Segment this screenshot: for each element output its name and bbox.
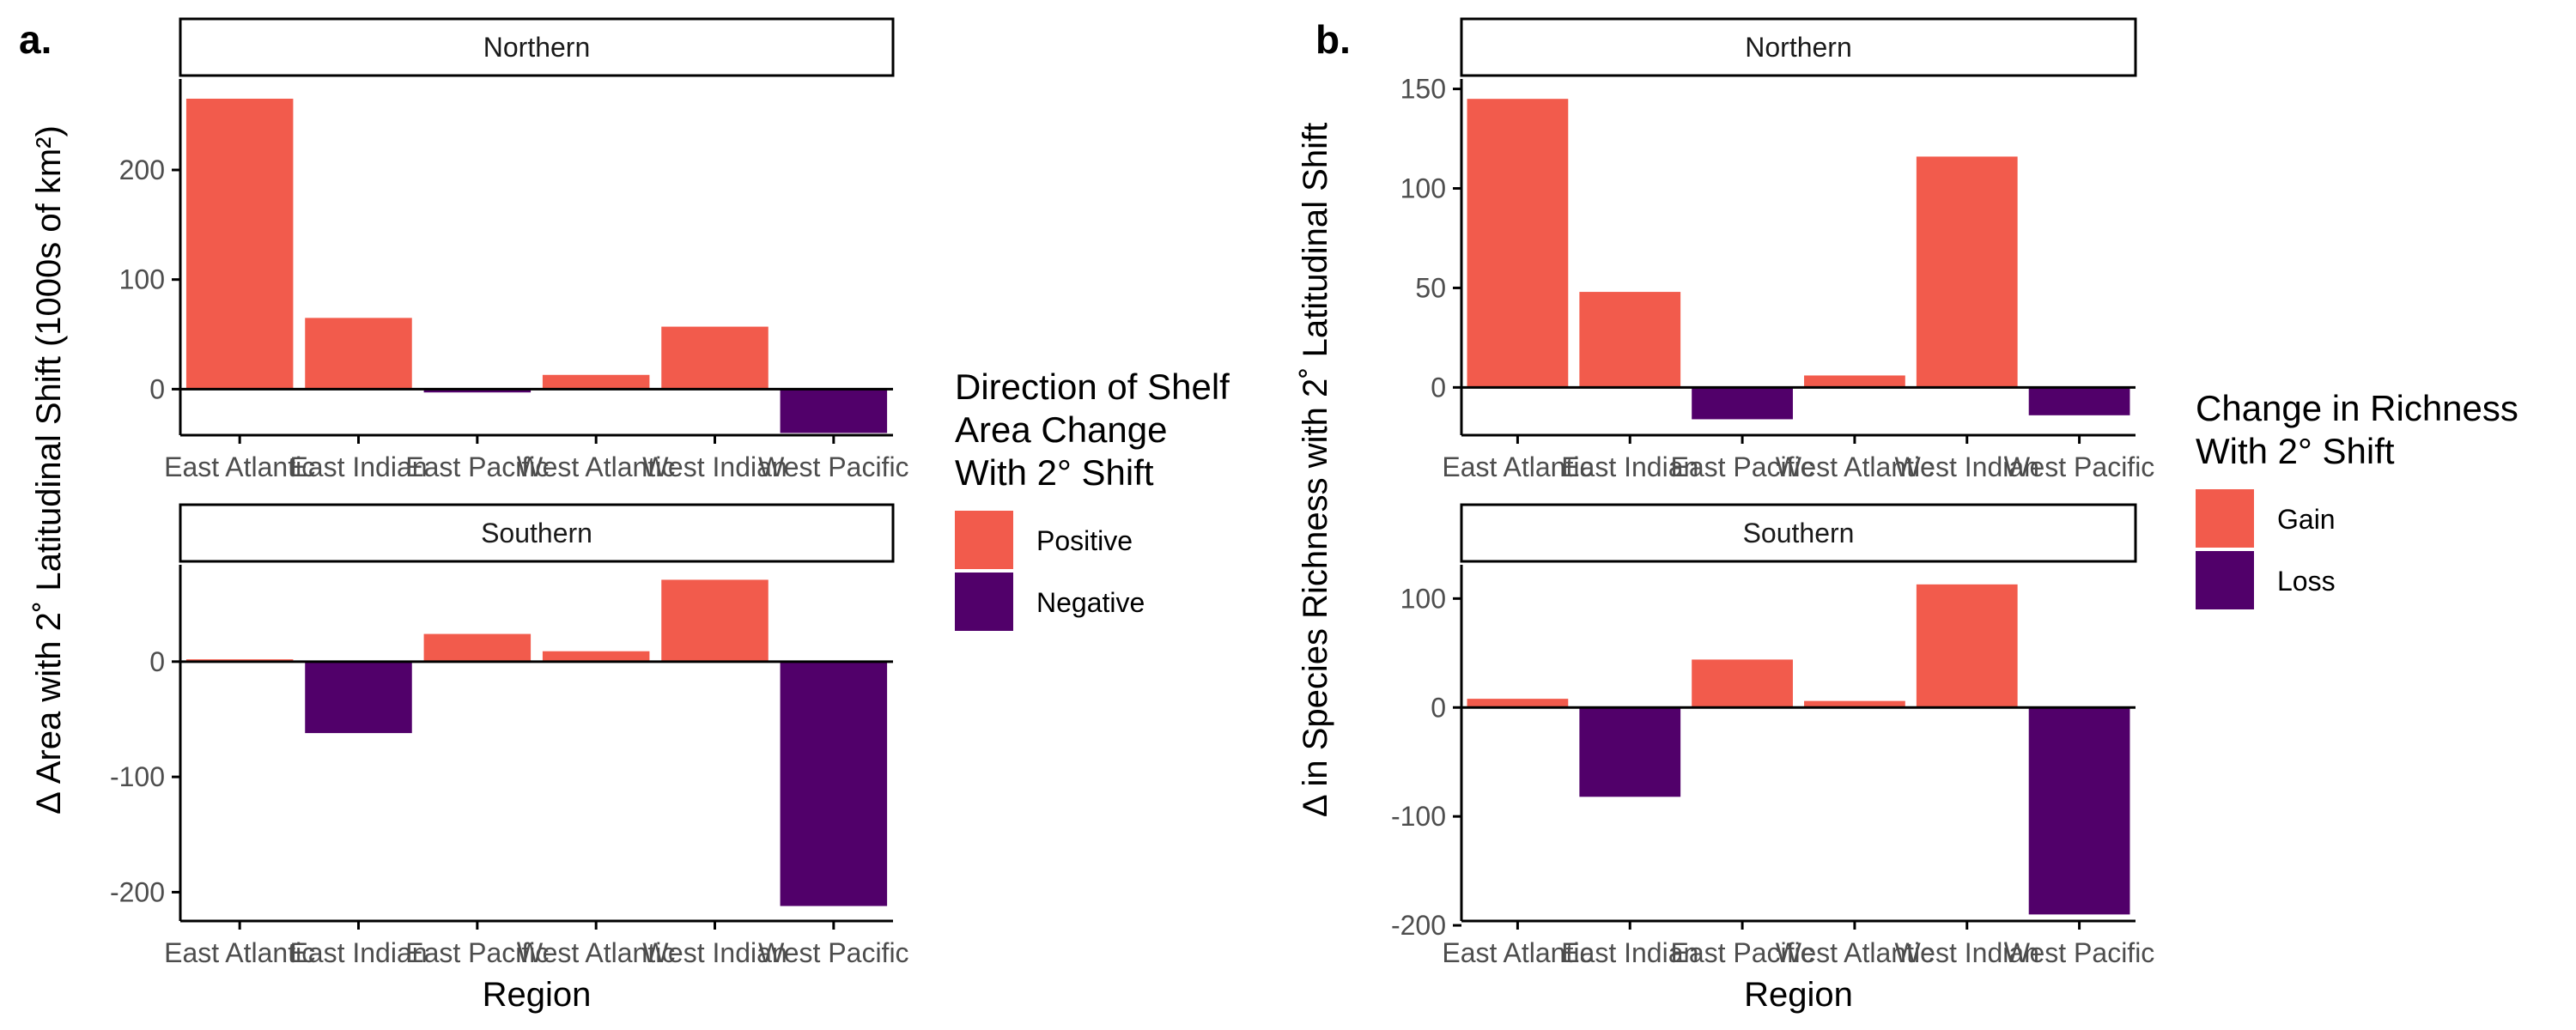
legend-title-line: Change in Richness <box>2196 388 2518 428</box>
x-tick-label: West Pacific <box>758 937 908 968</box>
x-tick-label: West Atlantic <box>517 937 675 968</box>
legend-label: Gain <box>2277 504 2336 535</box>
x-tick-label: West Atlantic <box>517 451 675 482</box>
y-tick-label: 100 <box>119 264 165 295</box>
x-tick-label: West Atlantic <box>1776 451 1934 482</box>
x-tick-label: East Atlantic <box>1442 451 1593 482</box>
facet-strip <box>179 17 895 77</box>
bar-east-pacific <box>1692 659 1793 708</box>
y-tick-label: 100 <box>1400 173 1446 204</box>
bar-east-atlantic <box>1467 699 1569 708</box>
x-tick-label: East Pacific <box>1670 937 1814 968</box>
bar-east-indian <box>1579 292 1681 388</box>
bar-east-indian <box>1579 707 1681 797</box>
bar-west-pacific <box>2028 387 2130 415</box>
panel-tag: b. <box>1315 17 1351 62</box>
bar-east-indian <box>305 661 412 734</box>
legend-key-loss <box>2196 551 2254 609</box>
facet-strip-label: Southern <box>481 518 592 548</box>
legend-title-line: Area Change <box>955 409 1168 450</box>
x-tick-label: East Pacific <box>1670 451 1814 482</box>
x-tick-label: East Pacific <box>405 937 549 968</box>
x-tick-label: West Indian <box>1895 451 2039 482</box>
x-tick-label: West Indian <box>642 451 787 482</box>
legend-title-line: With 2° Shift <box>955 452 1154 493</box>
x-tick-label: West Indian <box>1895 937 2039 968</box>
x-tick-label: West Pacific <box>2004 937 2154 968</box>
x-tick-label: East Indian <box>289 937 427 968</box>
bar-west-atlantic <box>542 374 650 390</box>
y-tick-label: 0 <box>149 646 165 677</box>
y-tick-label: -100 <box>1391 801 1446 832</box>
y-tick-label: 200 <box>119 154 165 185</box>
bar-east-atlantic <box>185 98 294 390</box>
panel-tag: a. <box>19 17 52 62</box>
x-tick-label: West Pacific <box>758 451 908 482</box>
y-tick-label: 100 <box>1400 583 1446 614</box>
y-tick-label: -100 <box>110 761 165 792</box>
y-tick-label: 0 <box>1431 372 1446 403</box>
facet-strip <box>179 503 895 563</box>
facet-strip-label: Northern <box>483 32 591 63</box>
bar-east-indian <box>305 318 412 390</box>
y-axis-title: Δ in Species Richness with 2˚ Latitudina… <box>1297 123 1334 817</box>
x-tick-label: East Atlantic <box>1442 937 1593 968</box>
legend-title-line: Direction of Shelf <box>955 367 1230 407</box>
bar-east-pacific <box>1692 387 1793 420</box>
y-tick-label: -200 <box>110 876 165 907</box>
legend-title-line: With 2° Shift <box>2196 431 2395 471</box>
y-tick-label: 0 <box>149 373 165 404</box>
legend-key-negative <box>955 573 1013 631</box>
x-axis-title: Region <box>483 976 592 1014</box>
bar-west-indian <box>1916 584 2018 708</box>
x-tick-label: East Atlantic <box>164 451 315 482</box>
bar-west-indian <box>1916 156 2018 388</box>
y-tick-label: 150 <box>1400 74 1446 105</box>
bar-west-atlantic <box>1804 700 1905 708</box>
y-axis-title: Δ Area with 2˚ Latitudinal Shift (1000s … <box>30 125 68 815</box>
facet-strip <box>1460 17 2137 77</box>
bar-west-pacific <box>780 661 888 906</box>
x-tick-label: East Indian <box>1561 937 1698 968</box>
bar-west-pacific <box>2028 707 2130 915</box>
legend-key-positive <box>955 511 1013 569</box>
y-tick-label: -200 <box>1391 910 1446 941</box>
legend-key-gain <box>2196 489 2254 548</box>
x-tick-label: West Atlantic <box>1776 937 1934 968</box>
bar-west-indian <box>661 326 769 390</box>
legend-label: Positive <box>1036 525 1133 556</box>
bar-west-atlantic <box>1804 375 1905 388</box>
legend-label: Loss <box>2277 566 2336 597</box>
x-tick-label: East Pacific <box>405 451 549 482</box>
x-tick-label: West Indian <box>642 937 787 968</box>
bar-west-indian <box>661 579 769 662</box>
y-tick-label: 0 <box>1431 692 1446 723</box>
y-tick-label: 50 <box>1415 272 1446 303</box>
x-axis-title: Region <box>1744 976 1853 1014</box>
bar-east-pacific <box>423 633 532 662</box>
facet-strip-label: Southern <box>1743 518 1855 548</box>
x-tick-label: East Indian <box>289 451 427 482</box>
bar-east-pacific <box>423 389 532 393</box>
x-tick-label: West Pacific <box>2004 451 2154 482</box>
x-tick-label: East Atlantic <box>164 937 315 968</box>
x-tick-label: East Indian <box>1561 451 1698 482</box>
legend-label: Negative <box>1036 587 1145 618</box>
bar-west-pacific <box>780 389 888 433</box>
facet-strip-label: Northern <box>1745 32 1852 63</box>
bar-east-atlantic <box>1467 99 1569 388</box>
facet-strip <box>1460 503 2137 563</box>
bar-west-atlantic <box>542 651 650 662</box>
